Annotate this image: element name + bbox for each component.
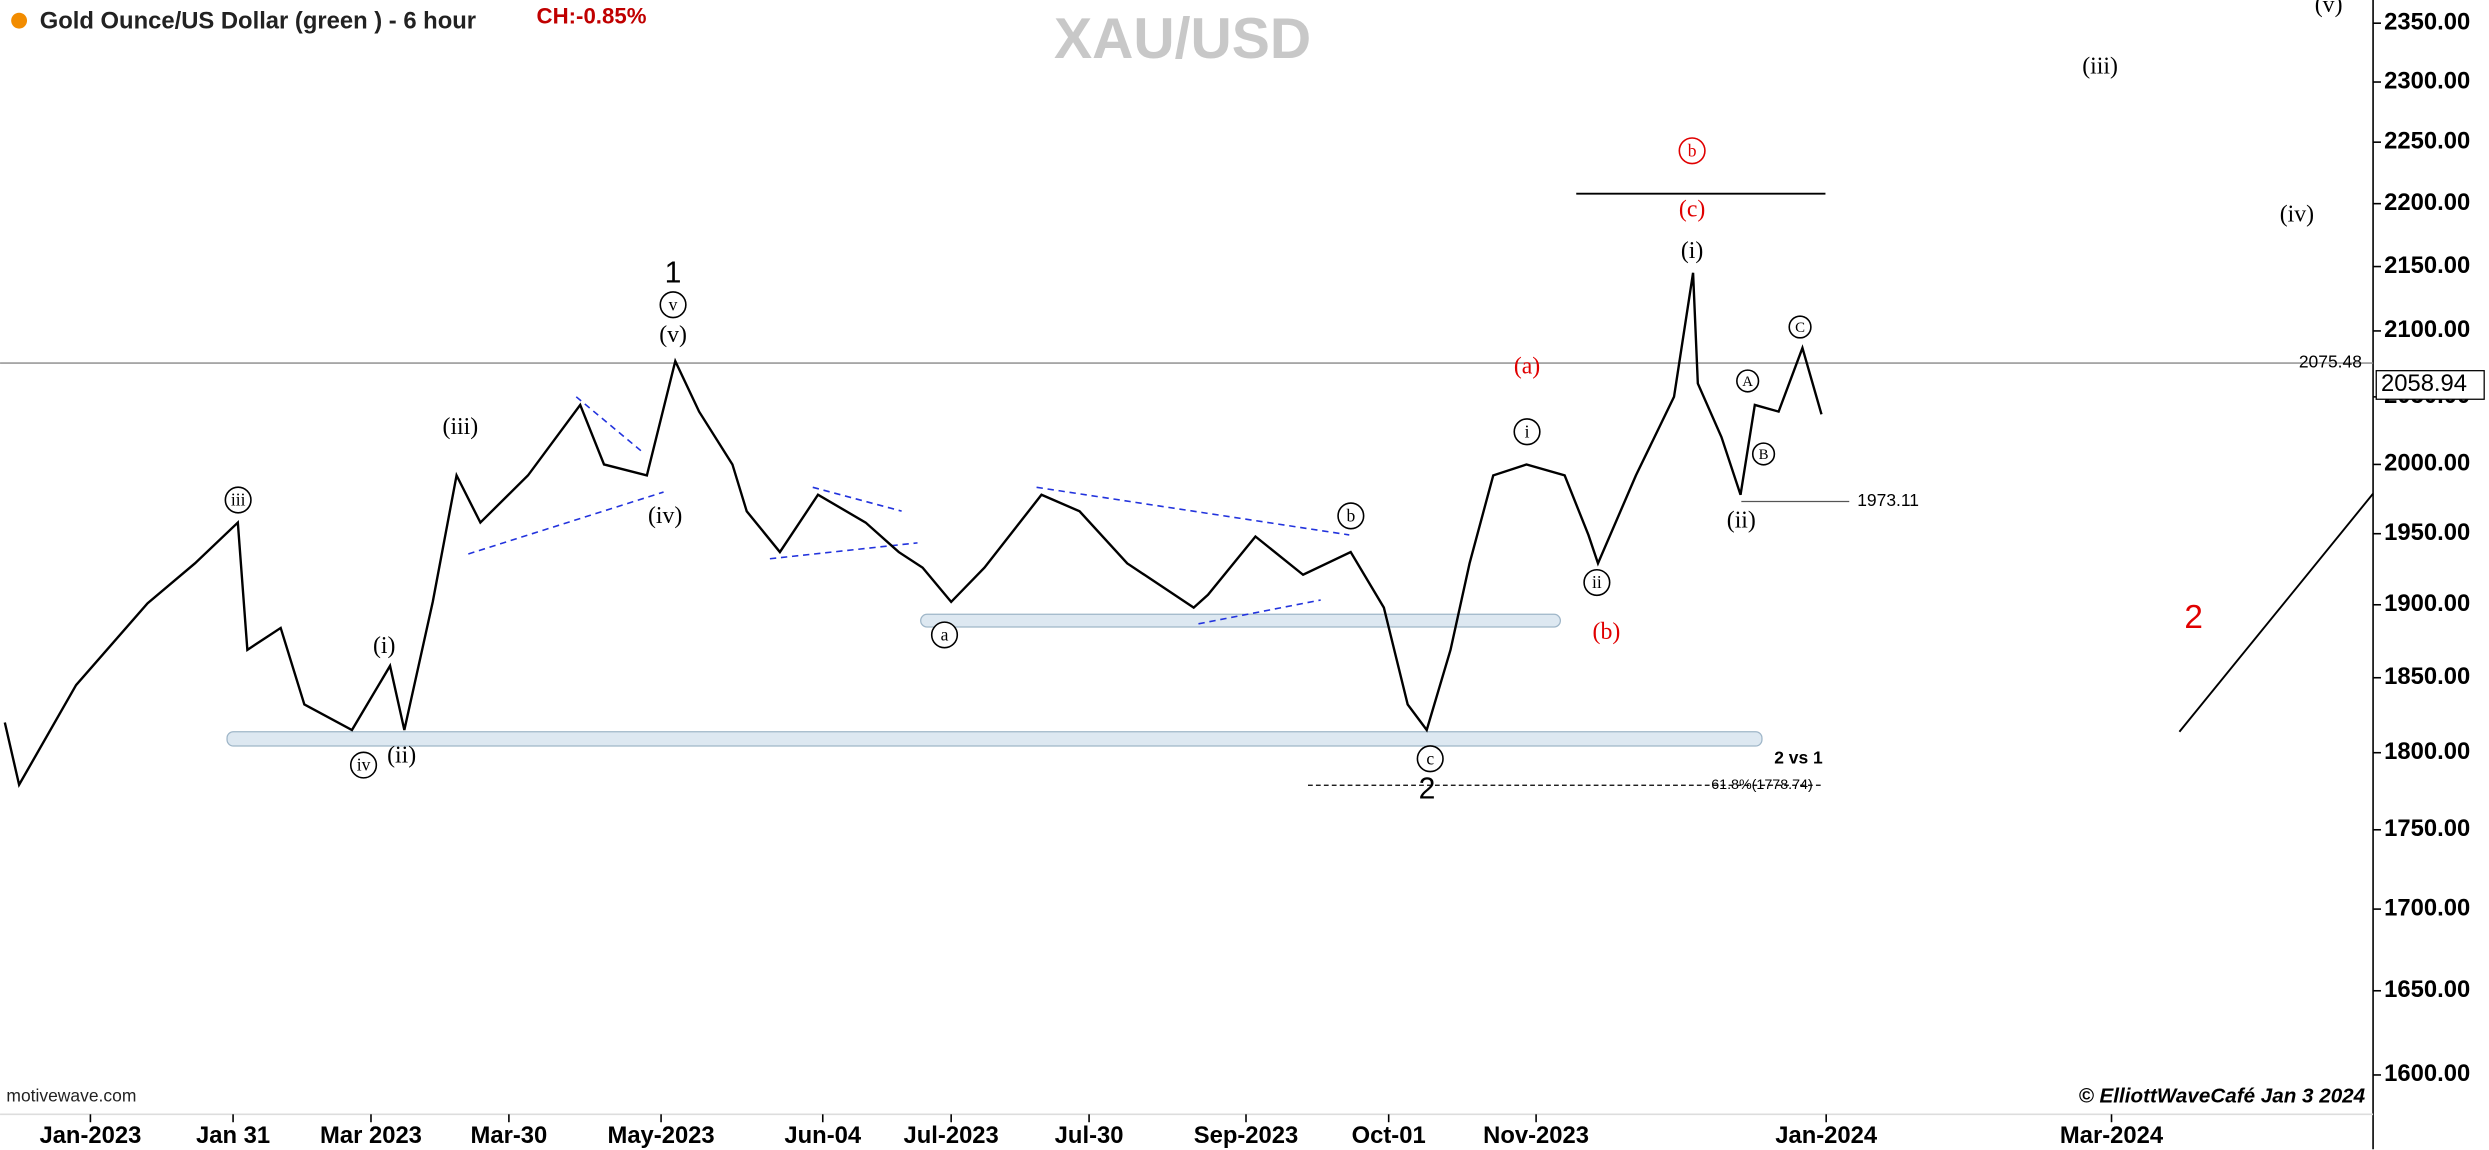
wave-circle [1416,745,1444,773]
chart-subtitle: Gold Ounce/US Dollar (green ) - 6 hour [40,8,476,35]
x-tick-label: Jun-04 [784,1122,861,1149]
x-tick-label: Jan-2024 [1775,1122,1878,1149]
support-zone [920,613,1562,628]
wave-circle [1788,315,1812,339]
wave-label: B [1759,447,1769,463]
x-tick-label: Jul-2023 [904,1122,999,1149]
wave-circle [1583,568,1611,597]
last-price: 2058.94 [2381,370,2467,397]
price-line [3,272,1823,788]
wave-label: A [1742,374,1753,390]
wave-circle [1337,502,1365,530]
wave-label: b [1688,140,1697,160]
y-tick-label: 2000.00 [2384,450,2470,477]
wave-circle [349,751,378,779]
x-tick-label: Jan-2023 [39,1122,141,1149]
wave-label: C [1795,320,1805,336]
wave-label: b [1346,505,1355,525]
last-price-box [2375,370,2485,400]
change: CH:-0.85% [537,3,647,28]
wave-label: iv [357,755,371,775]
x-tick-label: Mar 2023 [320,1122,422,1149]
price-line-label: 2075.48 [2299,352,2362,372]
y-tick-label: 1650.00 [2384,976,2470,1003]
y-tick-label: 2300.00 [2384,67,2470,94]
x-tick-label: Jul-30 [1055,1122,1124,1149]
wave-label: (iv) [2280,201,2314,227]
wave-label: v [669,294,678,314]
x-tick-label: May-2023 [607,1122,714,1149]
wave-label: (iii) [443,414,479,440]
wave-label: (i) [373,633,395,659]
wave-label: 2 [1419,772,1436,805]
symbol-dot [11,12,28,29]
wave-label: i [1525,421,1530,441]
wave-label: (c) [1679,197,1705,223]
projection-line [2178,493,2374,733]
y-tick-label: 2200.00 [2384,189,2470,216]
wave-circle [1736,369,1760,393]
x-tick-label: Mar-2024 [2060,1122,2164,1149]
wave-circle [224,486,252,514]
wave-circle [1678,137,1706,165]
chart-title: XAU/USD [1054,7,1311,71]
y-tick-label: 2150.00 [2384,252,2470,279]
wave-label: (iv) [648,503,682,529]
source: motivewave.com [6,1085,136,1105]
y-tick-label: 1750.00 [2384,815,2470,842]
y-tick-label: 1950.00 [2384,519,2470,546]
wave-label: 2 vs 1 [1774,747,1823,767]
y-tick-label: 1900.00 [2384,590,2470,617]
x-tick-label: Oct-01 [1352,1122,1426,1149]
x-tick-label: Mar-30 [471,1122,548,1149]
wave-label: (v) [2315,0,2343,18]
wave-label: c [1426,748,1434,768]
y-tick-label: 2100.00 [2384,316,2470,343]
wave-circle [930,621,959,649]
credit: © ElliottWaveCafé Jan 3 2024 [2079,1084,2366,1107]
x-tick-label: Sep-2023 [1194,1122,1299,1149]
y-tick-label: 1850.00 [2384,663,2470,690]
wave-circle [1751,442,1776,466]
y-tick-label: 1600.00 [2384,1060,2470,1087]
y-tick-label: 1800.00 [2384,738,2470,765]
wave-label: ii [1592,572,1602,592]
wave-label: a [941,625,949,645]
wave-label: 1 [665,257,682,290]
wave-circle [1513,418,1541,446]
wave-label: (i) [1681,238,1703,264]
wave-label: (a) [1514,354,1540,380]
fib-label: 61.8%(1778.74) [1711,777,1813,793]
x-tick-label: Nov-2023 [1483,1122,1589,1149]
price-line-label: 1973.11 [1857,490,1919,510]
wave-label: (ii) [387,743,416,769]
support-zone [226,731,1763,747]
wave-label: (ii) [1727,508,1756,534]
wave-label: (v) [659,322,687,348]
wave-label: (b) [1593,619,1621,645]
wave-label: (iii) [2082,54,2118,80]
y-tick-label: 2350.00 [2384,8,2470,35]
wave-circle [659,291,687,319]
wave-label: 2 [2184,599,2203,636]
y-tick-label: 2250.00 [2384,127,2470,154]
x-tick-label: Jan 31 [196,1122,270,1149]
y-tick-label: 1700.00 [2384,894,2470,921]
wave-label: iii [231,490,246,510]
